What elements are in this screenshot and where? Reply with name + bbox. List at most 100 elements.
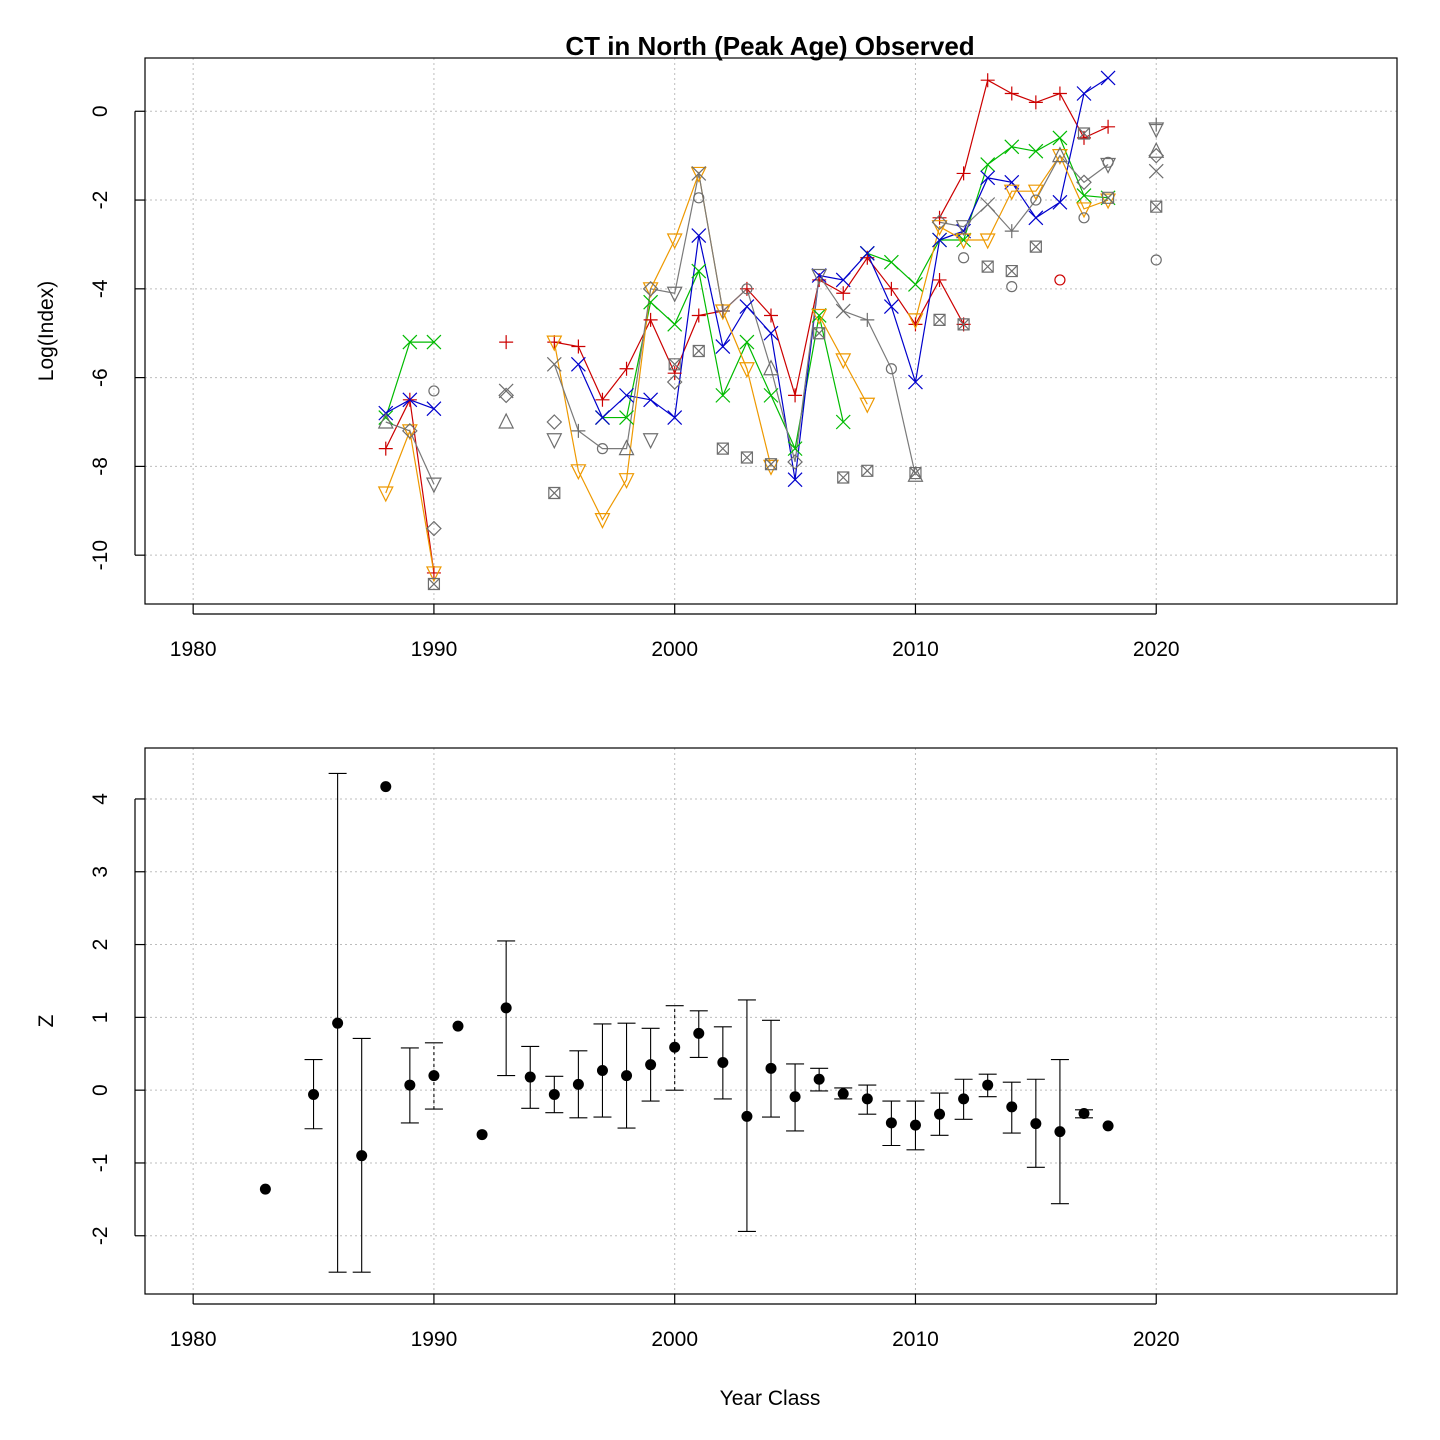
diamond-marker [931,214,948,231]
z-point [909,1119,921,1131]
triangle-marker [1051,146,1068,163]
series-line [385,421,435,485]
z-point [259,1183,271,1195]
plus-marker [956,166,971,181]
triangle-down-marker [1076,202,1092,219]
plus-marker [836,286,851,301]
triangle-down-marker [570,464,587,481]
top-y-tick-label: -10 [89,540,112,570]
x-marker [1052,130,1068,146]
z-point [1030,1118,1042,1130]
x-marker [595,410,610,425]
z-point [380,781,392,793]
chart-title: CT in North (Peak Age) Observed [565,31,974,61]
x-marker [402,334,418,350]
circle-marker [1150,254,1162,266]
triangle-marker [1148,141,1165,158]
circle-marker [1006,281,1018,293]
box-x-marker [692,344,705,358]
triangle-down-marker [425,477,442,494]
series-line [914,154,1109,321]
x-marker [763,387,779,403]
x-marker [691,228,707,243]
diamond-marker [546,414,563,430]
x-marker [739,334,755,350]
box-x-marker [548,486,561,500]
triangle-marker [377,412,394,429]
x-marker [691,165,707,181]
z-point [934,1108,946,1120]
top-x-axis: 1980 1990 2000 2010 2020 [170,604,1180,661]
x-marker [811,308,827,323]
bottom-x-axis: 1980 1990 2000 2010 2020 [170,1294,1180,1351]
box-x-marker [668,358,681,371]
x-marker [908,276,923,292]
bottom-x-tick-label: 2000 [651,1328,698,1351]
z-point [308,1089,320,1101]
x-marker [1148,163,1164,179]
z-point [741,1110,753,1122]
series-line [818,315,868,405]
box-x-marker [957,318,970,331]
triangle-down-marker [1003,184,1020,201]
bottom-x-tick-label: 1990 [411,1328,458,1351]
plus-marker [764,308,778,323]
x-marker [980,170,996,186]
diamond-marker [642,280,659,297]
plus-marker [1028,95,1043,110]
box-x-marker [740,451,754,464]
top-x-tick-label: 1980 [170,638,217,661]
x-marker [835,272,851,288]
x-marker [619,410,634,425]
circle-marker [1102,156,1114,168]
bottom-y-tick-label: 1 [89,1012,112,1024]
plus-marker [571,339,586,354]
z-point [669,1041,681,1053]
plus-marker [426,565,441,580]
triangle-down-marker [859,397,876,414]
z-point [813,1073,825,1085]
x-marker [883,299,899,315]
series-line [939,154,1109,233]
top-series-markers [377,70,1165,591]
top-grid [145,58,1397,604]
bottom-x-tick-label: 2020 [1133,1328,1180,1351]
x-marker [426,334,442,350]
top-y-tick-label: -4 [89,279,112,298]
triangle-down-marker [546,335,563,352]
bottom-x-axis-label: Year Class [720,1387,821,1410]
z-point [837,1088,849,1100]
z-point [958,1093,970,1105]
triangle-down-marker [642,282,659,299]
z-point [765,1062,777,1074]
circle-marker [885,363,897,375]
triangle-marker [763,359,779,376]
box-x-marker [837,471,850,484]
series-line [867,137,1109,286]
triangle-down-marker [546,433,563,450]
bottom-y-tick-label: -1 [89,1154,112,1173]
plus-marker [1004,224,1019,239]
bottom-error-bars [304,772,1093,1273]
box-x-marker [1029,240,1042,253]
triangle-marker [498,412,515,429]
triangle-down-marker [690,166,707,183]
x-marker [498,383,514,399]
z-point [356,1150,368,1162]
x-marker [883,254,899,270]
bottom-x-tick-label: 1980 [170,1328,217,1351]
circle-marker [958,252,970,264]
bottom-y-tick-label: -2 [89,1226,112,1245]
box-x-marker [981,260,994,273]
top-y-axis: 0 -2 -4 -6 -8 -10 [89,105,145,570]
z-point [332,1017,344,1029]
x-marker [667,316,683,332]
z-point [1054,1126,1066,1138]
x-marker [691,263,707,279]
bottom-y-tick-label: 0 [89,1084,112,1096]
top-x-tick-label: 2010 [892,638,939,661]
series-line [553,173,917,476]
plus-marker [691,308,706,323]
bottom-x-tick-label: 2010 [892,1328,939,1351]
